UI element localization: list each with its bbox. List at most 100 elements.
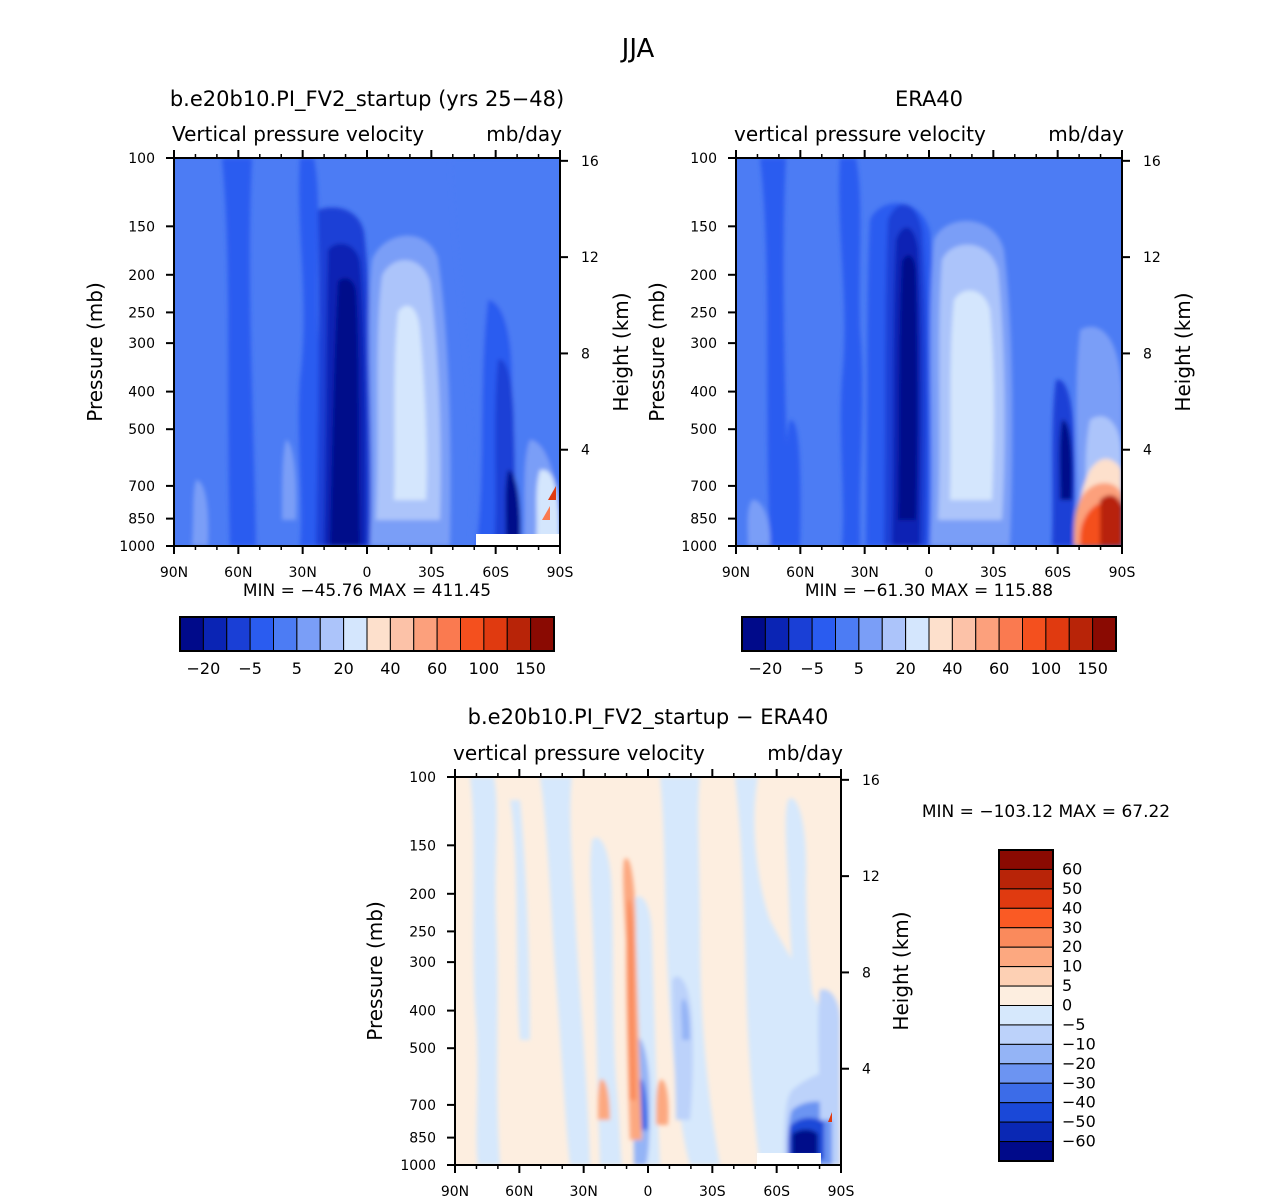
y-tick-label: 500	[128, 422, 155, 438]
contour-field	[736, 158, 1122, 546]
panel-title: b.e20b10.PI_FV2_startup − ERA40	[468, 705, 829, 730]
colorbar-label: 60	[1062, 859, 1082, 878]
colorbar-label: 100	[1031, 659, 1062, 678]
y-right-tick-label: 8	[581, 346, 590, 362]
colorbar-cell	[764, 616, 790, 652]
colorbar-cell	[788, 616, 813, 652]
y-right-tick-label: 12	[1143, 250, 1161, 266]
colorbar-cell	[998, 616, 1023, 652]
colorbar-label: −40	[1062, 1093, 1096, 1112]
colorbar-cell	[998, 1024, 1054, 1045]
colorbar-outline	[179, 616, 555, 652]
panel-title: ERA40	[895, 87, 963, 111]
colorbar-label: 50	[1062, 879, 1082, 898]
colorbar-cell	[366, 616, 391, 652]
y-right-tick-label: 4	[862, 1062, 871, 1078]
colorbar-cell	[389, 616, 415, 652]
contour-field	[455, 777, 841, 1165]
x-tick-label: 60N	[505, 1184, 533, 1200]
colorbar-label: −30	[1062, 1073, 1096, 1092]
colorbar-label: 150	[515, 659, 546, 678]
y-tick-label: 100	[690, 151, 717, 167]
panel-difference: b.e20b10.PI_FV2_startup − ERA40 vertical…	[363, 705, 1170, 1166]
y-tick-label: 1000	[400, 1158, 436, 1174]
axes-2: 90N 60N 30N 0 30S 60S 90S 100 150 200 250 300 400 500…	[400, 769, 880, 1200]
contour-field	[174, 158, 560, 546]
min-max-label: MIN = −61.30 MAX = 115.88	[805, 581, 1053, 601]
x-tick-label: 0	[644, 1184, 653, 1200]
y-right-tick-label: 8	[862, 965, 871, 981]
colorbar-label: −20	[186, 659, 220, 678]
y-tick-label: 700	[690, 479, 717, 495]
y-tick-label: 150	[409, 838, 436, 854]
colorbar-cell	[202, 616, 228, 652]
colorbar-label: 60	[427, 659, 447, 678]
y-tick-label: 700	[409, 1098, 436, 1114]
colorbar-cell	[998, 946, 1054, 968]
panel-subtitle-left: vertical pressure velocity	[453, 741, 705, 765]
y-right-tick-label: 4	[1143, 443, 1152, 459]
y-tick-label: 300	[690, 336, 717, 352]
y-tick-label: 250	[690, 305, 717, 321]
colorbar-cell	[881, 616, 907, 652]
colorbar-label: 10	[1062, 957, 1082, 976]
colorbar-cell	[835, 616, 860, 652]
colorbar-cell	[998, 868, 1054, 890]
colorbar-cell	[928, 616, 953, 652]
colorbar-cell	[998, 849, 1054, 870]
x-tick-label: 60S	[1044, 565, 1071, 581]
y-tick-label: 1000	[681, 539, 717, 555]
colorbar-label: −5	[238, 659, 262, 678]
x-tick-label: 90S	[828, 1184, 855, 1200]
y-right-tick-label: 4	[581, 443, 590, 459]
colorbar-cell	[998, 1121, 1054, 1143]
colorbar-label: −10	[1062, 1034, 1096, 1053]
x-tick-label: 60S	[763, 1184, 790, 1200]
colorbar-label: 40	[1062, 898, 1082, 917]
y-tick-label: 250	[409, 924, 436, 940]
y-axis-label-right: Height (km)	[889, 911, 913, 1030]
colorbar-cell	[998, 1141, 1054, 1162]
figure-title: JJA	[620, 34, 655, 64]
y-tick-label: 100	[128, 151, 155, 167]
y-tick-label: 400	[128, 385, 155, 401]
colorbar-cell	[1068, 616, 1094, 652]
colorbar-cells-0: −20 −5 5 20 40 60 100 150	[179, 616, 555, 678]
y-tick-label: 300	[409, 955, 436, 971]
x-tick-label: 0	[363, 565, 372, 581]
min-max-label: MIN = −103.12 MAX = 67.22	[922, 802, 1170, 822]
y-axis-label-right: Height (km)	[1171, 292, 1195, 411]
colorbar-label: −5	[800, 659, 824, 678]
y-right-tick-label: 8	[1143, 346, 1152, 362]
y-right-tick-label: 12	[862, 869, 880, 885]
colorbar-label: 0	[1062, 996, 1072, 1015]
colorbar-cell	[811, 616, 836, 652]
axes-1: 90N 60N 30N 0 30S 60S 90S 100 150 200 250 300 400 500…	[681, 150, 1161, 581]
x-tick-label: 30S	[418, 565, 445, 581]
colorbar-cell	[998, 1005, 1054, 1026]
x-tick-label: 0	[925, 565, 934, 581]
colorbar-cell	[226, 616, 251, 652]
colorbar-label: 60	[989, 659, 1009, 678]
colorbar-cell	[998, 1063, 1054, 1084]
x-tick-label: 60S	[482, 565, 509, 581]
colorbar-cell	[998, 888, 1054, 909]
x-tick-label: 90S	[1109, 565, 1136, 581]
colorbar-label: −60	[1062, 1132, 1096, 1151]
panel-subtitle-left: Vertical pressure velocity	[172, 122, 424, 146]
colorbar-label: 5	[854, 659, 864, 678]
x-tick-label: 30N	[289, 565, 317, 581]
axes-0: 90N 60N 30N 0 30S 60S 90S 100 150 200 250 300 400 500…	[119, 150, 599, 581]
colorbar-cell	[998, 1102, 1054, 1123]
x-tick-label: 90N	[160, 565, 188, 581]
colorbar-label: 5	[1062, 976, 1072, 995]
colorbar-cell	[249, 616, 274, 652]
panel-subtitle-right: mb/day	[1048, 122, 1124, 146]
colorbar-label: 30	[1062, 918, 1082, 937]
panel-title: b.e20b10.PI_FV2_startup (yrs 25−48)	[170, 87, 564, 112]
colorbar-cell	[998, 927, 1054, 948]
y-tick-label: 400	[690, 385, 717, 401]
colorbar-cells-1: −20 −5 5 20 40 60 100 150	[741, 616, 1117, 678]
y-tick-label: 100	[409, 770, 436, 786]
